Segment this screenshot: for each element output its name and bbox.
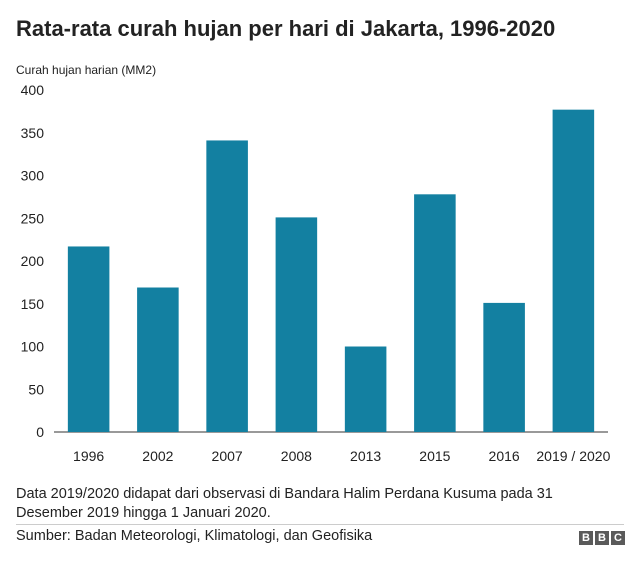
logo-letter-b1: B <box>579 531 593 545</box>
y-tick-label: 400 <box>21 82 45 98</box>
bar-2008 <box>275 217 318 432</box>
bar-2019-2020 <box>552 109 595 432</box>
bbc-logo: B B C <box>579 531 625 545</box>
y-tick-label: 300 <box>21 168 45 184</box>
x-tick-label: 2013 <box>350 448 381 464</box>
y-tick-label: 350 <box>21 125 45 141</box>
bar-1996 <box>67 246 110 432</box>
footer-divider <box>16 524 624 525</box>
bar-2002 <box>137 287 179 432</box>
bars <box>67 109 595 432</box>
x-tick-label: 1996 <box>73 448 104 464</box>
y-tick-label: 0 <box>36 424 44 440</box>
x-tick-label: 2019 / 2020 <box>536 448 610 464</box>
bar-2007 <box>206 140 248 432</box>
bar-2015 <box>414 194 456 432</box>
bar-2013 <box>344 346 387 432</box>
x-tick-label: 2015 <box>419 448 450 464</box>
x-tick-label: 2007 <box>212 448 243 464</box>
x-axis-ticks: 1996 2002 2007 2008 2013 2015 2016 2019 / 2020 <box>73 448 611 464</box>
y-tick-label: 150 <box>21 296 45 312</box>
x-tick-label: 2002 <box>142 448 173 464</box>
x-tick-label: 2016 <box>489 448 520 464</box>
x-tick-label: 2008 <box>281 448 312 464</box>
y-tick-label: 250 <box>21 210 45 226</box>
logo-letter-c: C <box>611 531 625 545</box>
y-tick-label: 100 <box>21 339 45 355</box>
logo-letter-b2: B <box>595 531 609 545</box>
bar-2016 <box>483 302 525 432</box>
source-note: Sumber: Badan Meteorologi, Klimatologi, … <box>16 528 373 544</box>
y-axis-label: Curah hujan harian (MM2) <box>16 63 156 77</box>
bar-chart: Curah hujan harian (MM2) 400 350 300 250 200… <box>16 63 611 464</box>
footnote: Data 2019/2020 didapat dari observasi di… <box>16 486 553 521</box>
y-tick-label: 200 <box>21 253 45 269</box>
y-tick-label: 50 <box>28 381 44 397</box>
chart-title: Rata-rata curah hujan per hari di Jakart… <box>16 16 556 41</box>
